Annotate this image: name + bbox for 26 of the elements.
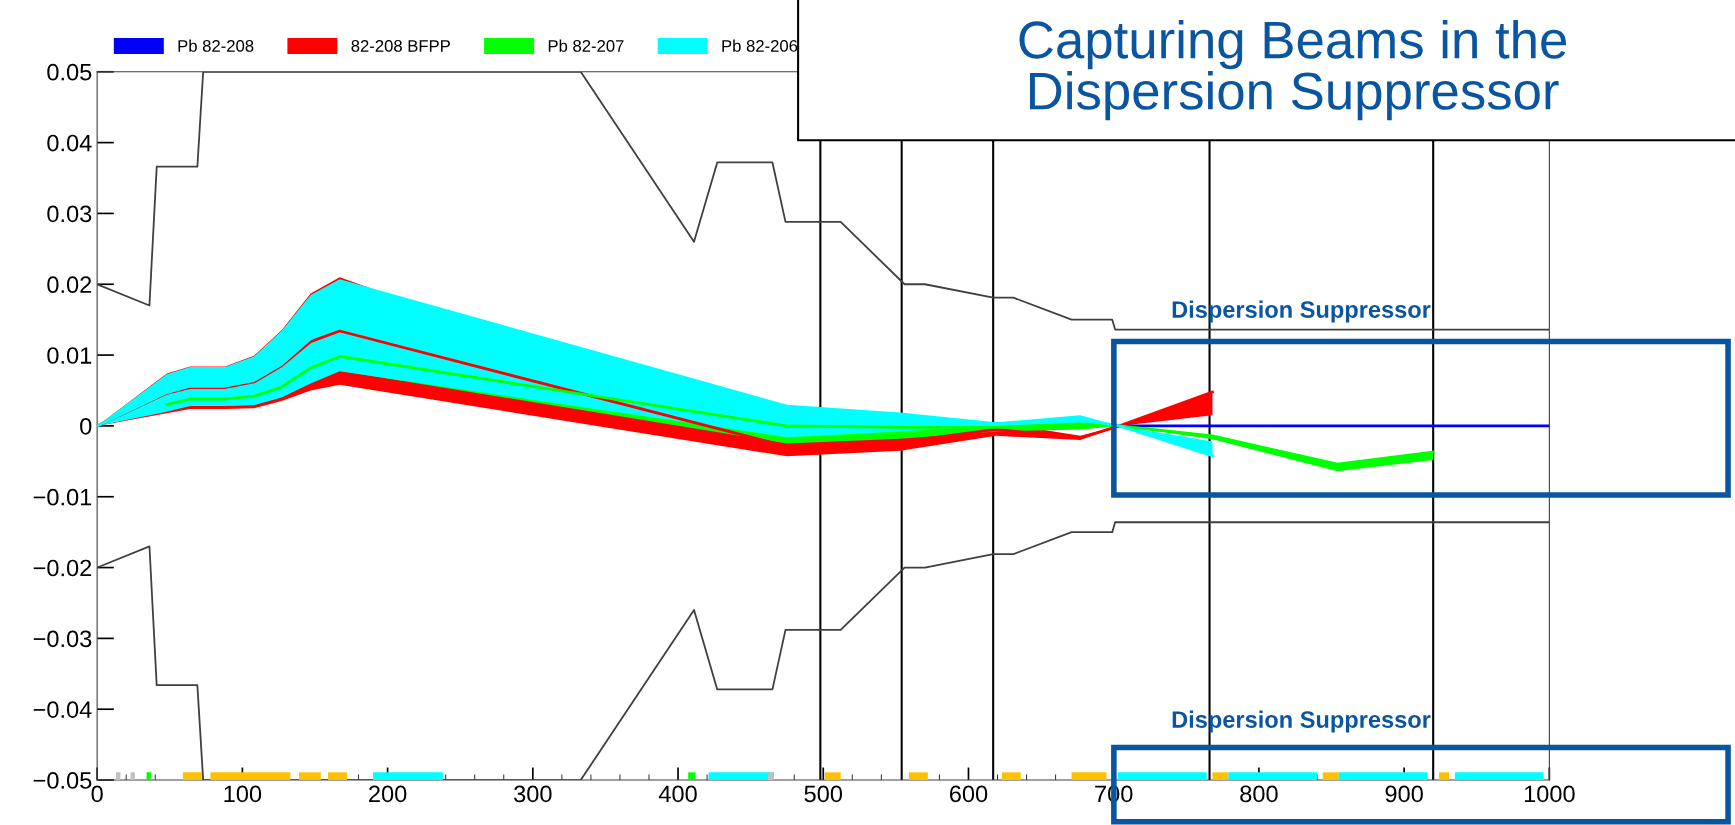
- x-tick-label: 300: [514, 785, 552, 803]
- y-tick-label: 0.02: [47, 276, 92, 294]
- legend-label: 82-208 BFPP: [351, 40, 450, 52]
- legend-label: Pb 82-208: [178, 39, 254, 52]
- y-tick-label: −0.02: [33, 559, 92, 577]
- x-tick-label: 1000: [1524, 785, 1575, 803]
- chart-title: Capturing Beams in the Dispersion Suppressor: [1019, 19, 1567, 121]
- x-tick-label: 400: [658, 785, 697, 803]
- y-tick-label: 0.01: [47, 347, 92, 364]
- y-tick-label: 0: [80, 417, 92, 435]
- y-tick-label: 0.05: [47, 63, 92, 81]
- x-tick-label: 900: [1385, 785, 1423, 803]
- x-tick-label: 500: [804, 785, 843, 803]
- x-tick-label: 200: [369, 785, 407, 803]
- legend-label: Pb 82-206: [722, 39, 798, 52]
- y-tick-label: −0.03: [33, 630, 92, 648]
- y-tick-label: −0.01: [33, 488, 92, 506]
- y-tick-label: −0.04: [33, 701, 92, 718]
- legend-label: Pb 82-207: [548, 39, 624, 52]
- y-tick-label: 0.03: [47, 205, 92, 223]
- x-tick-label: 600: [949, 785, 988, 803]
- y-tick-label: 0.04: [47, 134, 92, 152]
- x-tick-label: 100: [224, 785, 262, 803]
- x-tick-label: 0: [91, 785, 103, 803]
- y-tick-label: −0.05: [33, 772, 92, 789]
- x-tick-label: 800: [1240, 785, 1278, 803]
